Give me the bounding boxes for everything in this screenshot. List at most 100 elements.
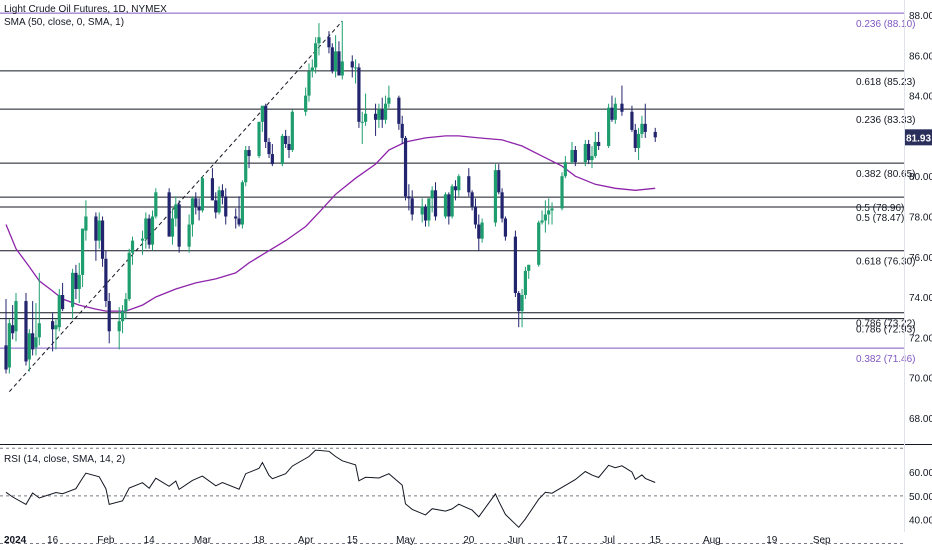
candle-body-114 [550, 208, 554, 211]
candle-body-56 [270, 154, 274, 165]
candle-body-117 [570, 150, 574, 163]
time-tick-3: 14 [144, 535, 156, 546]
candle-body-13 [70, 272, 75, 308]
price-tick-4: 80.00 [909, 172, 932, 183]
candle-body-128 [630, 111, 634, 130]
sma-layer [5, 135, 656, 312]
candle-body-125 [610, 107, 614, 120]
pane-separator [0, 0, 932, 532]
candle-body-100 [480, 222, 484, 239]
candle-body-70 [340, 61, 344, 76]
candle-body-44 [217, 190, 221, 213]
candle-body-41 [200, 178, 205, 211]
rsi-legend: RSI (14, close, SMA, 14, 2) [4, 454, 125, 465]
candle-body-91 [443, 194, 448, 217]
candle-body-81 [397, 97, 401, 124]
rsi-tick-1: 50.00 [909, 492, 932, 503]
candle-body-74 [360, 121, 364, 123]
candle-body-59 [287, 143, 291, 151]
candle-body-3 [14, 301, 18, 332]
time-tick-10: Jun [507, 535, 523, 546]
candle-body-31 [150, 216, 155, 245]
rsi-tick-0: 60.00 [909, 468, 932, 479]
candle-body-82 [400, 123, 404, 138]
candle-body-85 [410, 198, 414, 215]
candle-body-25 [124, 299, 128, 312]
price-tick-5: 78.00 [909, 212, 932, 223]
trendline-layer [8, 20, 343, 393]
candle-body-54 [264, 105, 268, 142]
candle-body-109 [527, 264, 531, 271]
time-tick-7: 15 [347, 535, 359, 546]
chart-title: Light Crude Oil Futures, 1D, NYMEX [4, 4, 167, 15]
candle-body-78 [380, 109, 384, 120]
candle-body-43 [214, 200, 218, 213]
fib-lines [0, 12, 904, 349]
rsi-axis: 60.00 50.00 40.00 [909, 468, 932, 527]
candle-body-27 [130, 240, 135, 253]
candle-body-5 [27, 333, 31, 360]
time-tick-15: 19 [766, 535, 778, 546]
candle-body-112 [543, 214, 547, 221]
price-tick-10: 68.00 [909, 414, 932, 425]
time-tick-1: 16 [47, 535, 59, 546]
candle-body-28 [140, 238, 145, 241]
time-tick-16: Sep [813, 535, 831, 546]
time-tick-8: May [396, 535, 415, 546]
candle-body-115 [560, 176, 564, 209]
candle-body-86 [420, 206, 424, 215]
time-tick-4: Mar [194, 535, 212, 546]
fib-labels: 0.236 (88.10) 0.618 (85.23) 0.236 (83.33) 0… [856, 19, 916, 365]
trendline [8, 20, 343, 393]
candle-body-106 [517, 293, 521, 312]
candle-body-101 [493, 170, 498, 223]
candle-body-39 [194, 198, 198, 207]
candle-body-73 [357, 67, 361, 122]
time-tick-2: Feb [97, 535, 115, 546]
time-tick-5: 18 [253, 535, 265, 546]
candle-body-69 [337, 51, 341, 76]
candle-body-63 [310, 67, 314, 72]
time-axis[interactable]: 2024 16 Feb 14 Mar 18 Apr 15 May 20 Jun 17 Jul 15 Aug 1… [4, 535, 831, 546]
candle-body-46 [224, 196, 228, 217]
fib-label-9: 0.382 (71.46) [856, 354, 916, 365]
candle-body-58 [284, 135, 288, 144]
candle-body-14 [74, 272, 78, 289]
sma-line [5, 135, 656, 312]
candle-body-32 [154, 192, 158, 217]
candle-body-6 [31, 333, 35, 350]
candle-body-133 [653, 131, 657, 138]
fib-label-7: 0.786 (73.22) [856, 319, 916, 330]
last-price-tag: 81.93 [905, 129, 932, 146]
candle-body-132 [643, 123, 647, 132]
candle-body-87 [423, 206, 428, 221]
candle-body-89 [430, 190, 434, 199]
candle-body-93 [450, 186, 454, 217]
candle-body-108 [523, 270, 527, 296]
candle-body-50 [244, 150, 248, 183]
candle-body-16 [80, 228, 85, 275]
candle-body-120 [587, 143, 591, 161]
candle-body-48 [237, 218, 241, 225]
candle-body-95 [457, 176, 461, 191]
candle-body-19 [97, 220, 101, 241]
candles-layer [4, 21, 657, 374]
candle-body-15 [77, 274, 81, 289]
fib-label-8: 0.786 (72.93) [856, 325, 916, 336]
candle-body-61 [304, 95, 308, 112]
candle-body-33 [167, 192, 171, 237]
candle-body-29 [144, 218, 148, 239]
candle-body-131 [640, 123, 644, 134]
price-tick-2: 84.00 [909, 92, 932, 103]
candle-body-62 [307, 71, 311, 96]
candle-body-97 [470, 192, 474, 207]
candle-body-122 [593, 141, 597, 157]
candle-body-77 [377, 109, 381, 120]
candle-body-67 [330, 47, 334, 72]
candle-body-119 [583, 143, 587, 163]
candle-body-20 [100, 220, 105, 259]
candle-body-118 [573, 150, 577, 163]
candle-body-12 [61, 295, 65, 310]
candle-body-94 [453, 186, 458, 191]
